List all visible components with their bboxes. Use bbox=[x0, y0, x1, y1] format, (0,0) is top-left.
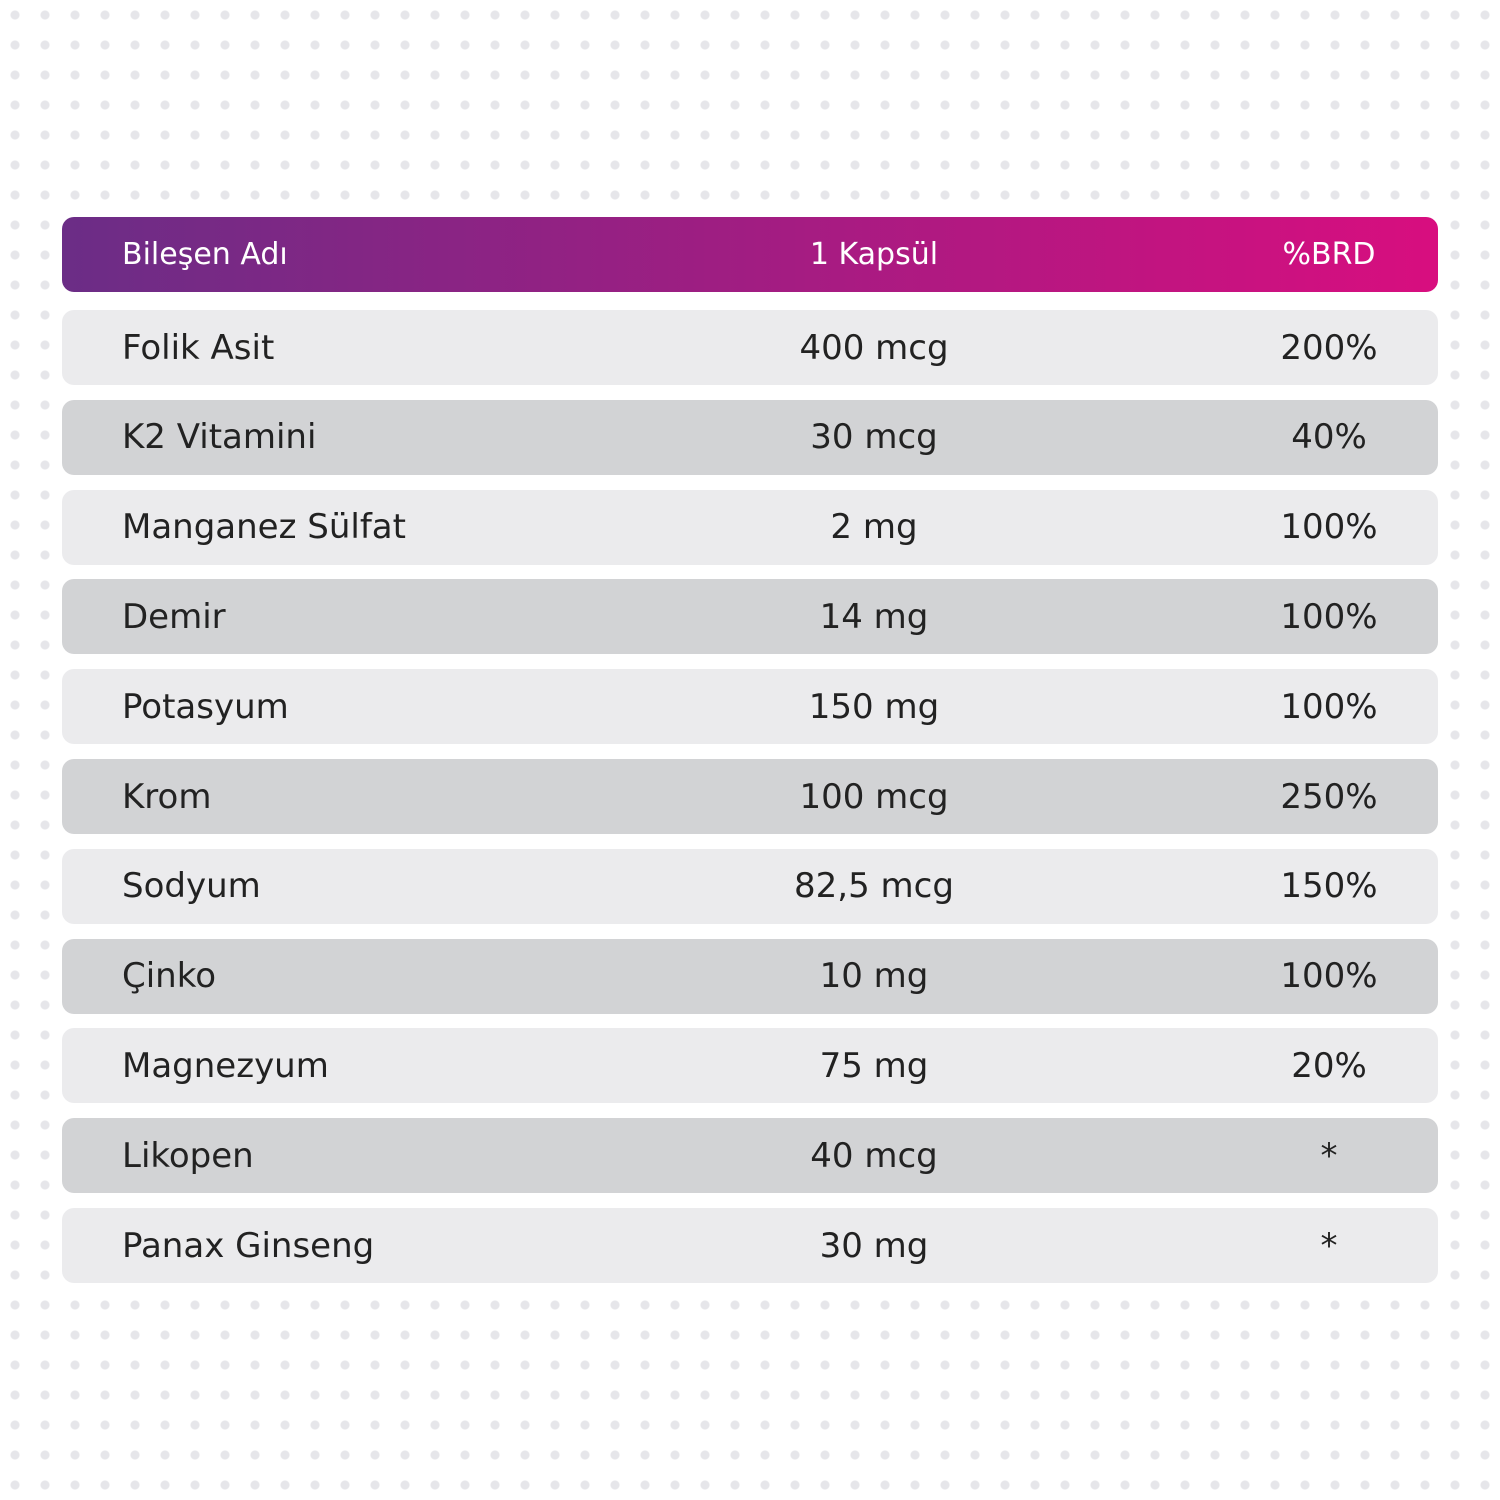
header-cell: 1 Kapsül bbox=[809, 237, 939, 272]
header-cell: %BRD bbox=[1282, 237, 1376, 272]
table-cell: 82,5 mcg bbox=[794, 866, 954, 907]
table-row: Folik Asit 400 mcg 200% bbox=[62, 310, 1438, 385]
table-cell: 30 mg bbox=[819, 1225, 929, 1266]
table-cell: 150 mg bbox=[808, 686, 940, 727]
table-cell: Likopen bbox=[122, 1135, 254, 1176]
table-row: K2 Vitamini 30 mcg 40% bbox=[62, 399, 1438, 475]
table-row: Demir 14 mg 100% bbox=[62, 579, 1438, 655]
table-header: Bileşen Adı 1 Kapsül %BRD bbox=[62, 217, 1438, 292]
table-cell: 20% bbox=[1291, 1045, 1367, 1086]
table-cell: Panax Ginseng bbox=[122, 1225, 375, 1266]
table-cell: 14 mg bbox=[819, 596, 929, 637]
table-cell: 2 mg bbox=[830, 507, 918, 548]
table-cell: Folik Asit bbox=[122, 327, 275, 368]
table-row: Krom 100 mcg 250% bbox=[62, 759, 1438, 834]
table-cell: 30 mcg bbox=[810, 417, 938, 458]
table-cell: 40% bbox=[1291, 417, 1367, 458]
table-cell: 200% bbox=[1280, 327, 1378, 368]
table-cell: 100% bbox=[1280, 956, 1378, 997]
table-cell: * bbox=[1320, 1135, 1338, 1176]
table-cell: Potasyum bbox=[122, 686, 289, 727]
table-cell: 100% bbox=[1280, 596, 1378, 637]
table-cell: Krom bbox=[122, 776, 212, 817]
table-cell: 100% bbox=[1280, 686, 1378, 727]
table-cell: 400 mcg bbox=[799, 327, 949, 368]
table-cell: 10 mg bbox=[819, 956, 929, 997]
table-cell: 250% bbox=[1280, 776, 1378, 817]
table-cell: Çinko bbox=[122, 956, 217, 997]
table-row: Potasyum 150 mg 100% bbox=[62, 669, 1438, 745]
table-cell: Sodyum bbox=[122, 866, 261, 907]
table-cell: 100 mcg bbox=[799, 776, 949, 817]
table-row: Panax Ginseng 30 mg * bbox=[62, 1208, 1438, 1283]
header-cell: Bileşen Adı bbox=[122, 237, 288, 272]
table-cell: Manganez Sülfat bbox=[122, 507, 406, 548]
table-row: Likopen 40 mcg * bbox=[62, 1118, 1438, 1194]
table-cell: * bbox=[1320, 1225, 1338, 1266]
table-cell: Magnezyum bbox=[122, 1045, 329, 1086]
table-cell: 75 mg bbox=[819, 1045, 929, 1086]
table-row: Manganez Sülfat 2 mg 100% bbox=[62, 489, 1438, 565]
table-cell: K2 Vitamini bbox=[122, 417, 317, 458]
table-row: Sodyum 82,5 mcg 150% bbox=[62, 848, 1438, 924]
table-row: Çinko 10 mg 100% bbox=[62, 938, 1438, 1014]
table-cell: 100% bbox=[1280, 507, 1378, 548]
table-row: Magnezyum 75 mg 20% bbox=[62, 1028, 1438, 1104]
table-cell: 150% bbox=[1280, 866, 1378, 907]
table-cell: 40 mcg bbox=[810, 1135, 938, 1176]
table-cell: Demir bbox=[122, 596, 226, 637]
